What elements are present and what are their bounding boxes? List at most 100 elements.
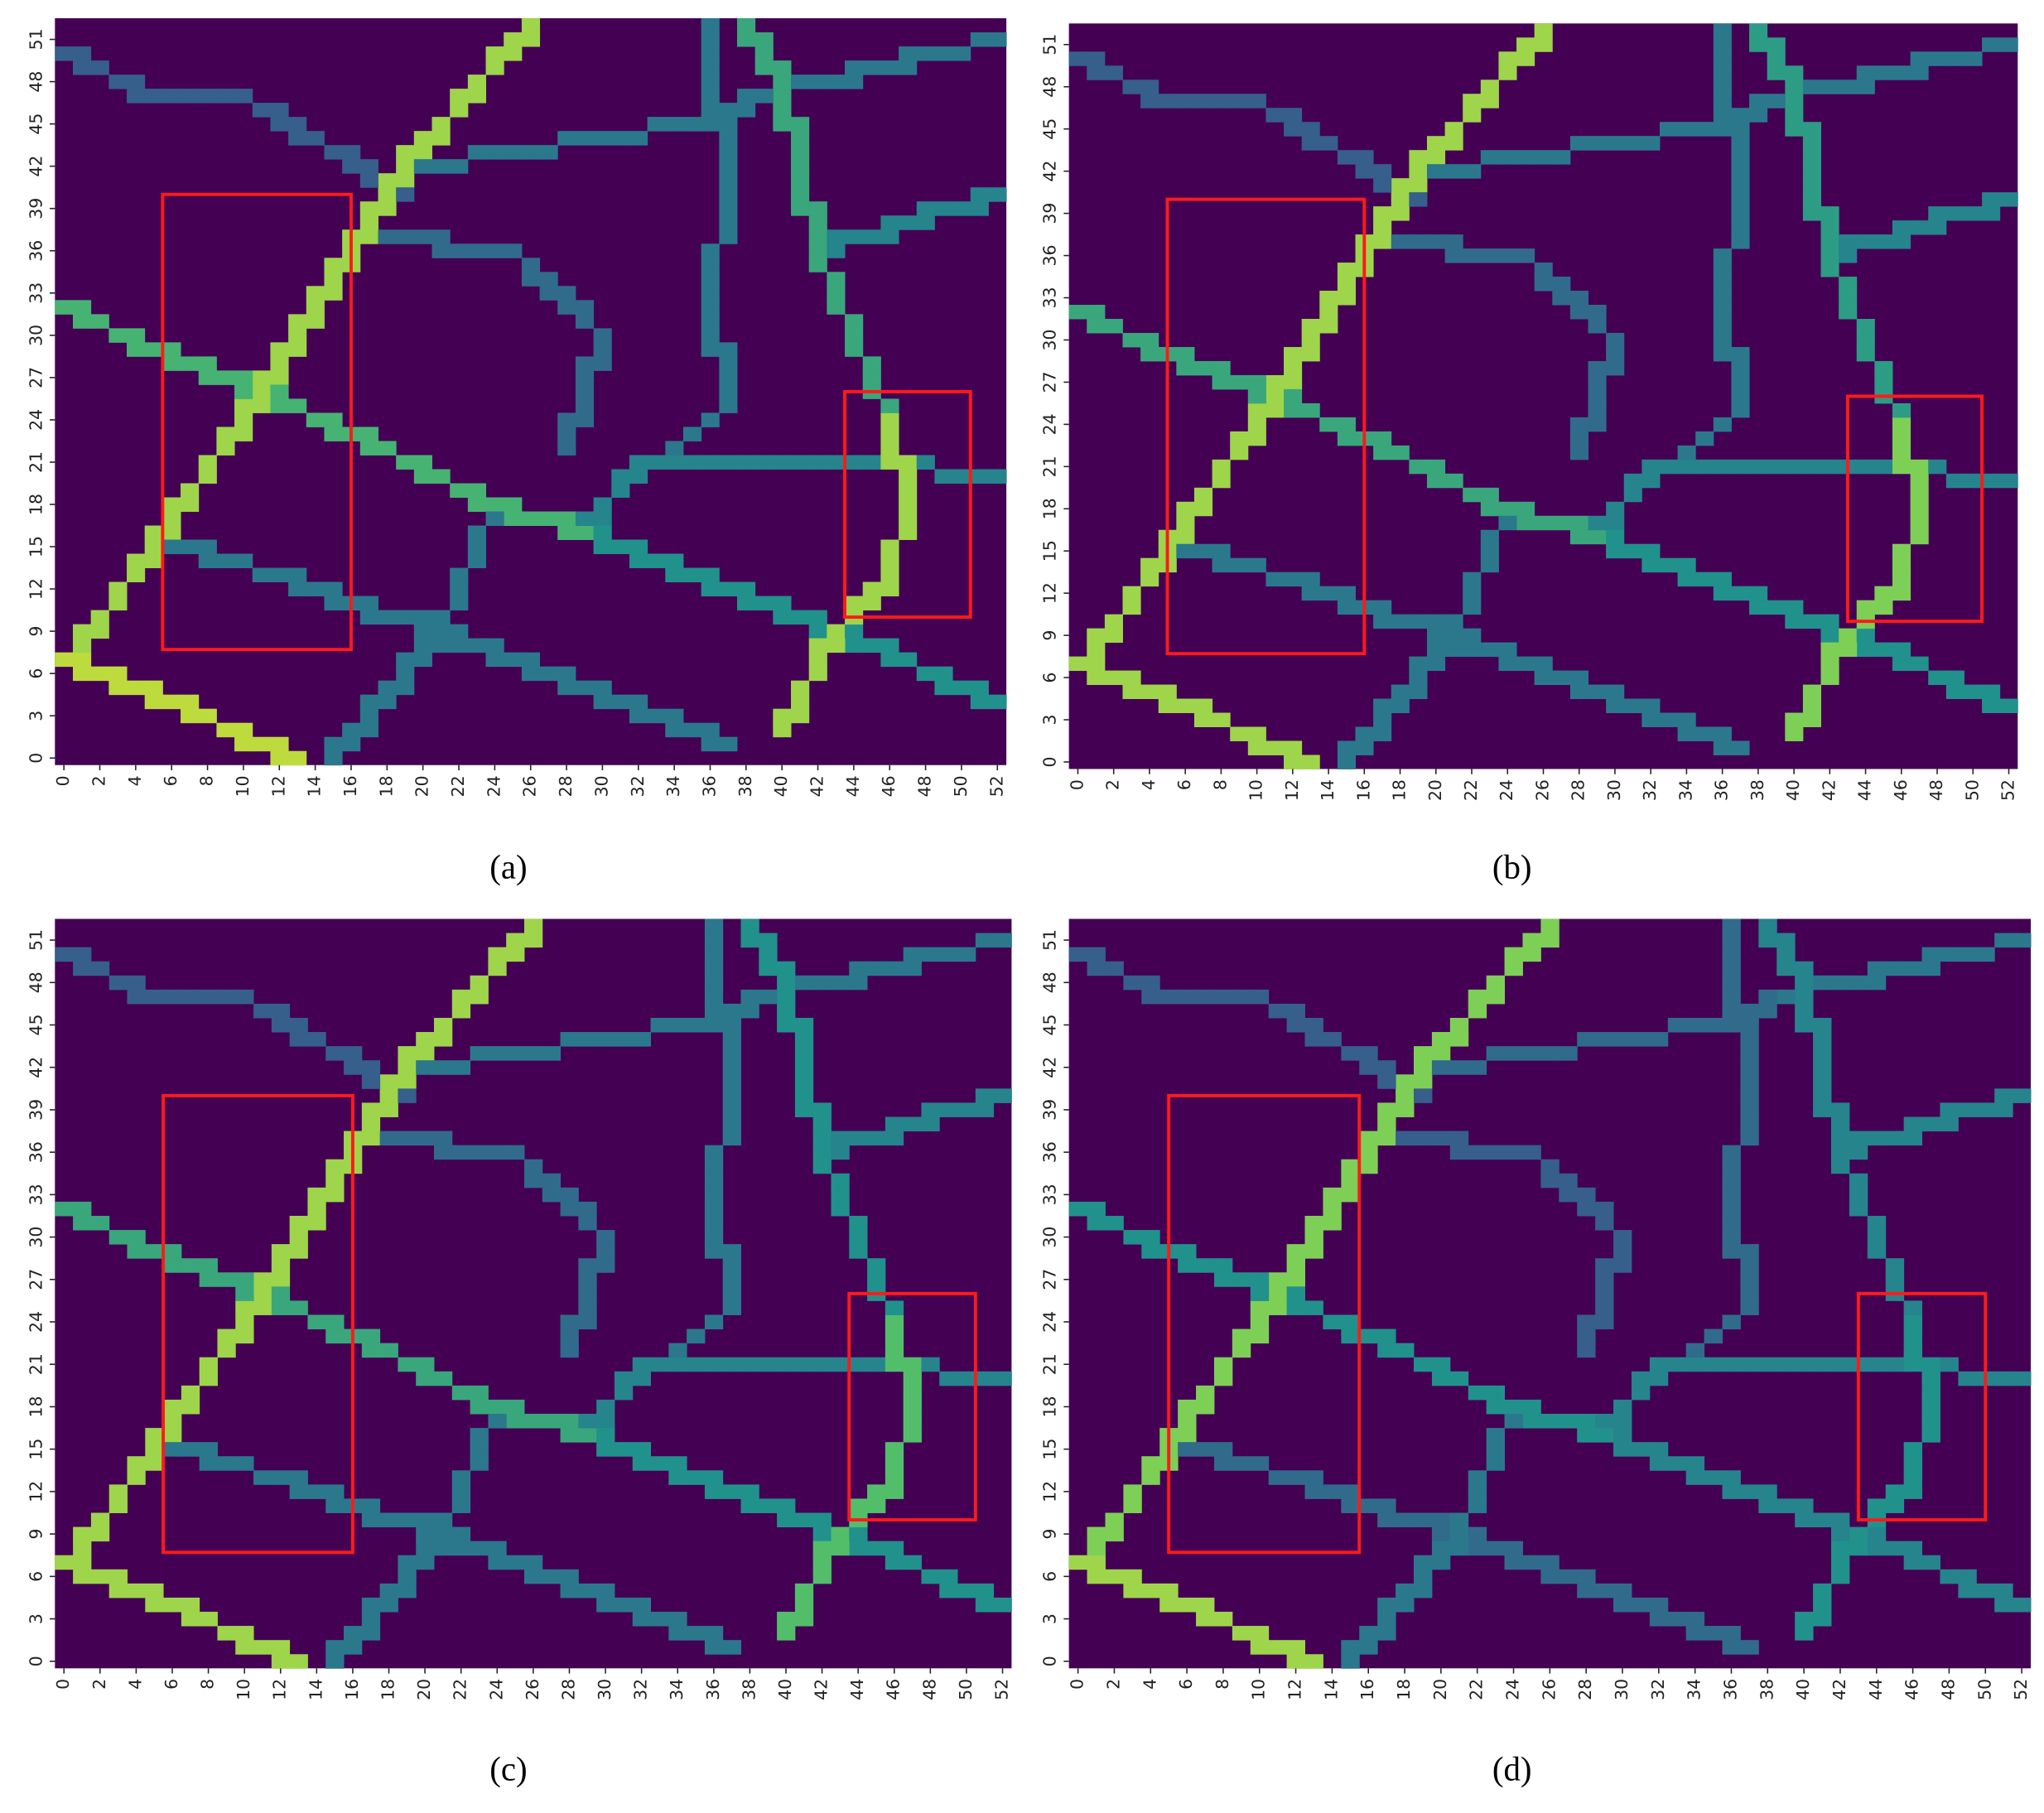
- heatmap-cell: [1304, 1230, 1323, 1245]
- heatmap-cell: [899, 483, 918, 498]
- heatmap-cell: [1785, 600, 1804, 615]
- heatmap-cell: [1830, 1159, 1850, 1174]
- heatmap-cell: [1830, 1357, 1850, 1372]
- heatmap-cell: [485, 652, 504, 668]
- heatmap-cell: [1323, 1314, 1342, 1330]
- heatmap-cell: [252, 398, 271, 413]
- heatmap-cell: [162, 497, 181, 512]
- heatmap-cell: [1982, 37, 2001, 52]
- heatmap-cell: [1903, 961, 1923, 976]
- heatmap-cell: [1552, 515, 1571, 531]
- heatmap-cell: [467, 89, 487, 104]
- heatmap-cell: [593, 511, 612, 526]
- heatmap-cell: [1945, 473, 1964, 489]
- heatmap-cell: [665, 553, 684, 569]
- heatmap-cell: [1486, 1046, 1506, 1061]
- heatmap-cell: [1892, 445, 1911, 460]
- heatmap-cell: [740, 989, 759, 1005]
- heatmap-cell: [127, 1230, 146, 1245]
- heatmap-cell: [1265, 403, 1285, 418]
- heatmap-cell: [993, 1371, 1012, 1386]
- heatmap-cell: [1588, 318, 1607, 334]
- x-tick-label: 46: [884, 1679, 904, 1700]
- heatmap-cell: [1910, 65, 1929, 80]
- heatmap-cell: [1830, 1131, 1850, 1146]
- heatmap-cell: [988, 32, 1007, 47]
- heatmap-cell: [812, 975, 832, 991]
- heatmap-cell: [1776, 947, 1796, 962]
- heatmap-cell: [467, 539, 487, 555]
- heatmap-cell: [1178, 1258, 1197, 1273]
- heatmap-cell: [1740, 1484, 1759, 1499]
- heatmap-cell: [1659, 712, 1679, 727]
- heatmap-cell: [575, 680, 595, 696]
- heatmap-cell: [488, 1399, 507, 1415]
- heatmap-cell: [217, 1626, 236, 1641]
- heatmap-cell: [1087, 305, 1106, 320]
- x-tick-label: 0: [53, 1679, 73, 1690]
- heatmap-cell: [55, 300, 74, 315]
- heatmap-cell: [736, 103, 756, 118]
- heatmap-cell: [1230, 94, 1249, 108]
- heatmap-cell: [398, 1583, 417, 1598]
- heatmap-cell: [1159, 1583, 1179, 1598]
- heatmap-cell: [794, 1088, 814, 1103]
- heatmap-cell: [144, 89, 163, 104]
- heatmap-cell: [794, 1046, 814, 1061]
- heatmap-cell: [1250, 1286, 1270, 1301]
- heatmap-cell: [1413, 1555, 1433, 1570]
- heatmap-cell: [1319, 417, 1338, 432]
- heatmap-cell: [1999, 473, 2018, 489]
- heatmap-cell: [827, 229, 846, 244]
- y-tick-label: 12: [1040, 1481, 1060, 1502]
- heatmap-cell: [921, 947, 940, 962]
- x-tick-label: 24: [1497, 779, 1516, 801]
- heatmap-cell: [1641, 136, 1661, 151]
- heatmap-cell: [1391, 192, 1410, 207]
- heatmap-cell: [1068, 656, 1087, 672]
- heatmap-cell: [1286, 1300, 1305, 1315]
- heatmap-cell: [1722, 961, 1741, 976]
- heatmap-cell: [163, 1399, 182, 1415]
- heatmap-cell: [325, 1314, 345, 1330]
- heatmap-cell: [1731, 150, 1750, 165]
- heatmap-cell: [1649, 1032, 1669, 1047]
- heatmap-cell: [1577, 1428, 1596, 1443]
- heatmap-cell: [396, 173, 415, 188]
- heatmap-cell: [1431, 1371, 1451, 1386]
- x-tick-label: 10: [1246, 779, 1266, 801]
- heatmap-cell: [1740, 1046, 1759, 1061]
- heatmap-cell: [1813, 1583, 1832, 1598]
- heatmap-cell: [1802, 192, 1821, 207]
- heatmap-cell: [1301, 122, 1320, 137]
- heatmap-cell: [1928, 220, 1947, 235]
- heatmap-cell: [398, 1060, 417, 1075]
- heatmap-cell: [398, 1512, 417, 1528]
- heatmap-cell: [1874, 600, 1893, 615]
- heatmap-cell: [1731, 192, 1750, 207]
- heatmap-cell: [903, 1371, 922, 1386]
- heatmap-cell: [1569, 136, 1588, 151]
- x-tick-label: 44: [843, 775, 863, 797]
- heatmap-cell: [523, 1569, 543, 1584]
- heatmap-cell: [523, 1555, 543, 1570]
- heatmap-cell: [1140, 571, 1159, 587]
- heatmap-cell: [1731, 403, 1750, 418]
- heatmap-cell: [253, 1286, 272, 1301]
- heatmap-cell: [1341, 1187, 1360, 1203]
- heatmap-cell: [1337, 431, 1356, 446]
- heatmap-cell: [361, 1597, 381, 1613]
- heatmap-cell: [1359, 1328, 1378, 1344]
- heatmap-cell: [957, 1371, 976, 1386]
- heatmap-cell: [1667, 1017, 1687, 1033]
- heatmap-cell: [325, 1187, 345, 1203]
- heatmap-cell: [359, 708, 378, 724]
- heatmap-cell: [433, 1131, 453, 1146]
- x-tick-label: 50: [951, 775, 971, 797]
- heatmap-cell: [1426, 473, 1446, 489]
- heatmap-cell: [1588, 136, 1607, 151]
- heatmap-cell: [1695, 459, 1714, 475]
- heatmap-cell: [1713, 108, 1732, 123]
- heatmap-cell: [433, 1512, 453, 1528]
- heatmap-cell: [1193, 501, 1213, 517]
